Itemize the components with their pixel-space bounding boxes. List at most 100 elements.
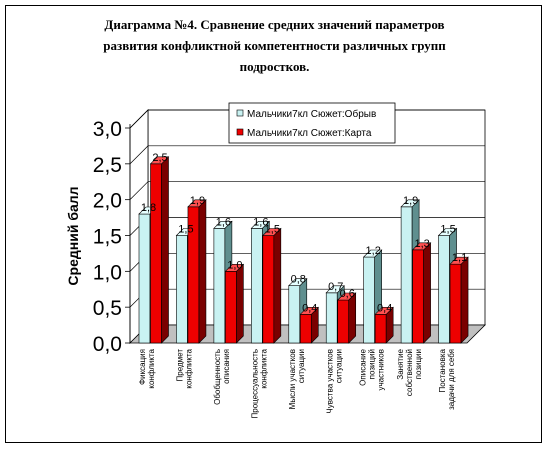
- bar-side: [348, 292, 357, 344]
- bar-1-6: [374, 306, 394, 344]
- bar-top: [437, 228, 458, 236]
- x-tick-label: позиций: [367, 349, 376, 379]
- x-tick-label: Процессуальность: [251, 349, 260, 418]
- bar-1-5: [336, 292, 357, 344]
- bar-front: [251, 228, 263, 344]
- legend-label: Мальчики7кл Сюжет:Карта: [247, 128, 372, 139]
- bar-top: [362, 249, 383, 258]
- y-tick-label: 3,0: [93, 118, 122, 141]
- x-tick-label: участников: [376, 349, 385, 390]
- data-label: 1,0: [227, 259, 242, 271]
- data-label: 2,5: [152, 152, 167, 164]
- bar-1-3: [262, 227, 282, 344]
- bar-front: [150, 163, 162, 344]
- gridline: [129, 145, 485, 165]
- bar-front: [400, 206, 413, 344]
- bar-side: [423, 242, 431, 344]
- x-tick-label: Постановка: [438, 348, 447, 392]
- x-tick-label: конфликта: [260, 348, 269, 388]
- bar-top: [336, 292, 357, 301]
- bar-side: [460, 256, 469, 344]
- legend-box: [228, 102, 396, 144]
- x-tick-label: ситуации: [334, 349, 343, 383]
- chart-title-line-3: подростков.: [239, 59, 310, 74]
- bar-1-2: [224, 263, 245, 344]
- y-tick-label: 1,0: [93, 261, 122, 284]
- bar-top: [250, 221, 271, 229]
- x-tick-label: конфликта: [185, 348, 194, 388]
- x-tick-label: ситуации: [297, 349, 306, 383]
- bar-top: [213, 221, 233, 229]
- data-label: 1,5: [440, 224, 455, 236]
- bar-1-4: [299, 306, 320, 344]
- bar-front: [374, 314, 387, 344]
- y-tick-label: 0,0: [93, 333, 122, 356]
- y-tick-label: 1,5: [93, 226, 122, 249]
- bar-front: [363, 256, 375, 344]
- bar-top: [187, 199, 207, 208]
- y-tick-label: 2,0: [93, 190, 122, 213]
- data-label: 1,5: [178, 224, 193, 236]
- gridline: [129, 181, 485, 200]
- bar-top: [288, 278, 308, 286]
- x-tick-label: конфликта: [147, 348, 156, 388]
- bar-side: [198, 199, 207, 344]
- bar-top: [325, 285, 345, 294]
- x-tick-label: задачи для себя: [447, 349, 456, 410]
- legend-swatch: [236, 109, 244, 117]
- x-tick-label: собственной: [405, 349, 414, 396]
- bar-top: [262, 228, 282, 236]
- x-tick-label: Фиксация: [138, 349, 147, 385]
- bar-front: [325, 292, 338, 344]
- x-tick-labels: Фиксация конфликта Предмет конфликта Обобщен…: [138, 348, 456, 418]
- y-axis-label: Средний балл: [65, 186, 81, 285]
- data-label: 0,8: [291, 274, 306, 286]
- chart-title-line-1: Диаграмма №4. Сравнение средних значений…: [104, 17, 445, 32]
- data-label: 1,6: [253, 216, 268, 228]
- data-label: 0,4: [377, 302, 392, 314]
- bar-side: [161, 156, 169, 344]
- x-tick-label: Занятие: [396, 348, 405, 379]
- x-tick-label: Предмет: [176, 349, 185, 382]
- bars: [138, 156, 469, 344]
- legend: Мальчики7кл Сюжет:Обрыв Мальчики7кл Сюжет…: [228, 102, 396, 144]
- bar-front: [225, 271, 237, 344]
- bar-top: [449, 256, 469, 265]
- bar-front: [262, 235, 275, 344]
- x-tick-label: позиции: [414, 349, 423, 379]
- legend-swatch: [236, 128, 244, 136]
- x-tick-label: описания: [222, 349, 231, 384]
- x-tick-label: Описание: [358, 348, 367, 385]
- data-label: 1,9: [190, 195, 205, 207]
- data-label: 1,6: [216, 216, 231, 228]
- bar-top: [400, 199, 420, 208]
- x-tick-label: Обобщенность: [213, 349, 222, 405]
- bar-side: [273, 227, 282, 344]
- bar-front: [412, 249, 424, 344]
- bar-1-1: [187, 199, 207, 344]
- x-tick-label: Мысли участков: [288, 349, 297, 409]
- data-label: 0,7: [328, 281, 343, 293]
- data-label: 0,6: [340, 288, 355, 300]
- legend-label: Мальчики7кл Сюжет:Обрыв: [247, 108, 376, 120]
- data-label: 0,4: [302, 302, 317, 314]
- bar-front: [288, 285, 301, 344]
- bar-1-7: [411, 242, 432, 344]
- bar-1-0: [149, 156, 170, 344]
- bar-front: [138, 213, 151, 344]
- data-label: 1,1: [452, 252, 467, 264]
- y-tick-label: 0,5: [93, 297, 122, 320]
- data-label: 1,3: [414, 238, 429, 250]
- bar-front: [438, 235, 450, 344]
- chart-title: Диаграмма №4. Сравнение средних значений…: [0, 14, 549, 77]
- bar-side: [236, 263, 244, 344]
- x-tick-label: Чувства участков: [325, 349, 334, 414]
- data-label: 1,9: [403, 195, 418, 207]
- bar-front: [213, 228, 226, 344]
- bar-top: [411, 242, 432, 251]
- y-tick-label: 2,5: [93, 154, 122, 177]
- data-labels: 1,81,51,6 1,60,80,71,21,91,52,51,91,01,50…: [141, 152, 467, 315]
- bar-top: [224, 264, 245, 272]
- bar-front: [337, 299, 350, 344]
